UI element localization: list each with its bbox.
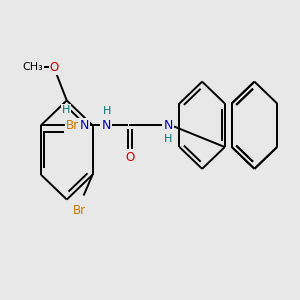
Text: N: N: [101, 119, 111, 132]
Text: Br: Br: [73, 204, 86, 217]
Text: N: N: [80, 119, 89, 132]
Text: N: N: [163, 119, 172, 132]
Text: H: H: [103, 106, 111, 116]
Text: H: H: [62, 105, 70, 116]
Text: Br: Br: [66, 119, 79, 132]
Text: O: O: [50, 61, 59, 74]
Text: CH₃: CH₃: [22, 62, 43, 72]
Text: H: H: [164, 134, 173, 144]
Text: O: O: [125, 151, 134, 164]
